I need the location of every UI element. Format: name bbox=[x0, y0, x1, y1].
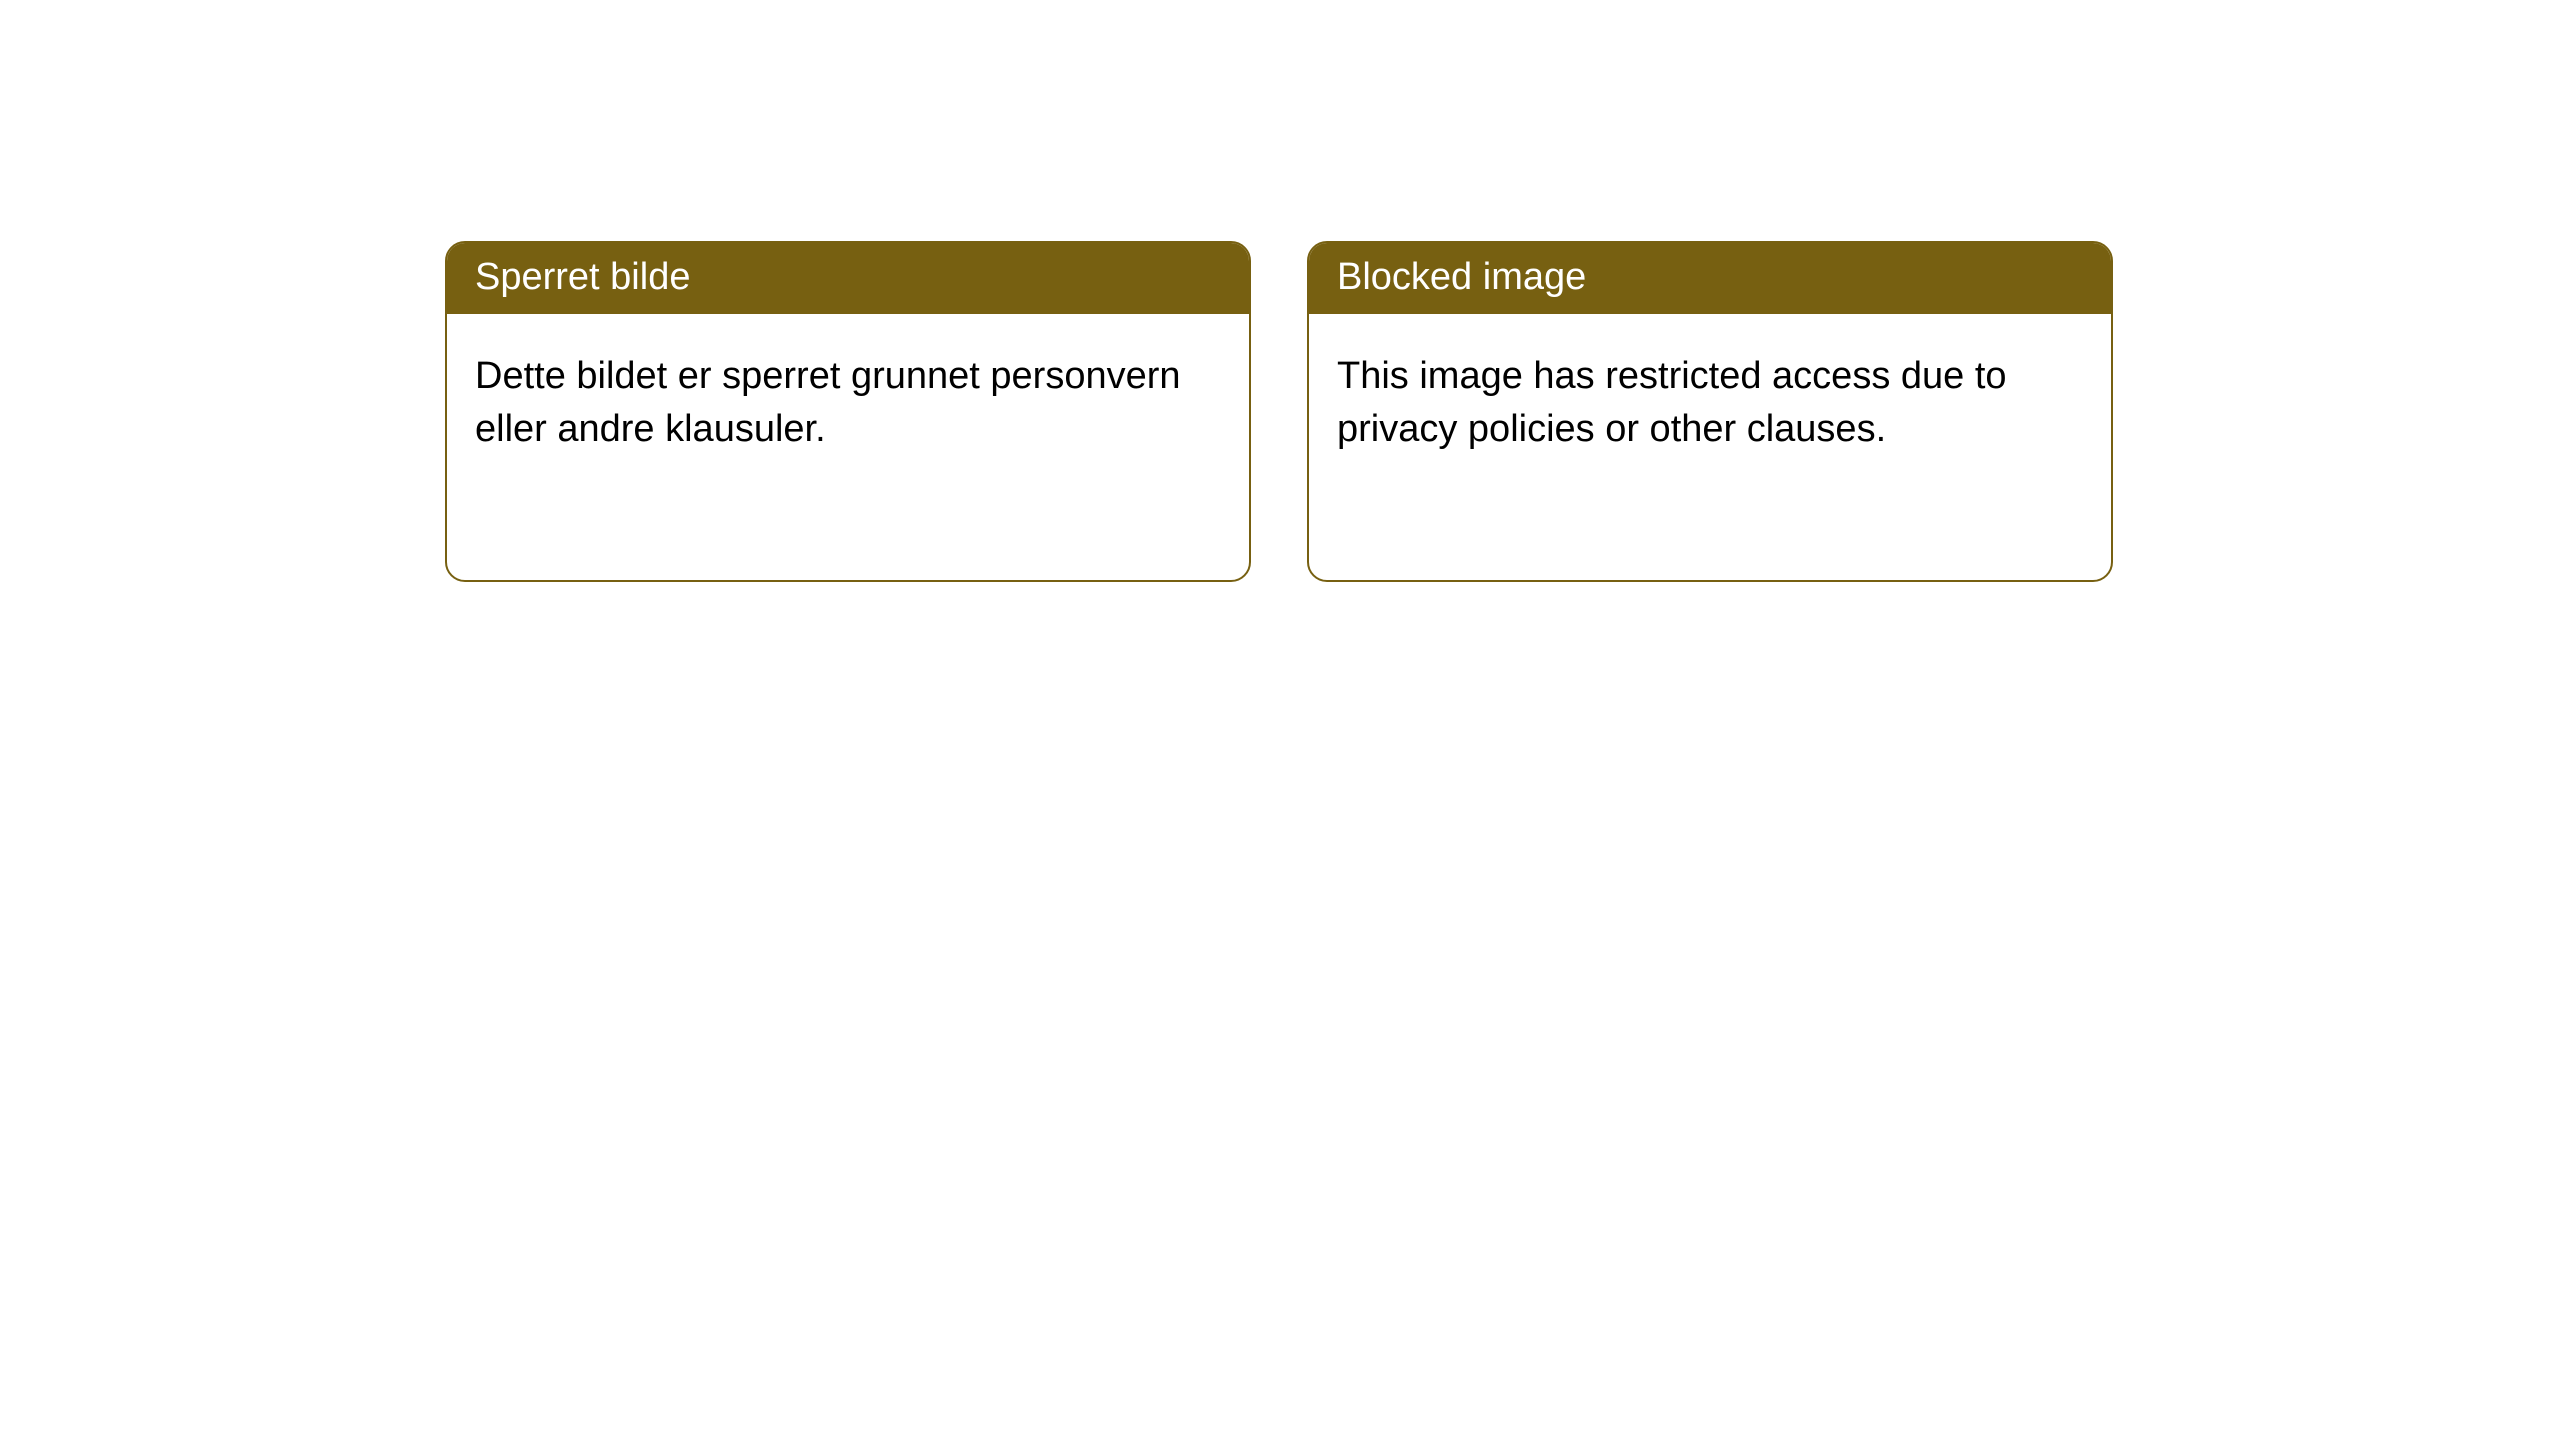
notices-container: Sperret bilde Dette bildet er sperret gr… bbox=[445, 241, 2113, 582]
notice-title-english: Blocked image bbox=[1309, 243, 2111, 314]
notice-body-english: This image has restricted access due to … bbox=[1309, 314, 2111, 491]
notice-box-english: Blocked image This image has restricted … bbox=[1307, 241, 2113, 582]
notice-title-norwegian: Sperret bilde bbox=[447, 243, 1249, 314]
notice-box-norwegian: Sperret bilde Dette bildet er sperret gr… bbox=[445, 241, 1251, 582]
notice-body-norwegian: Dette bildet er sperret grunnet personve… bbox=[447, 314, 1249, 491]
